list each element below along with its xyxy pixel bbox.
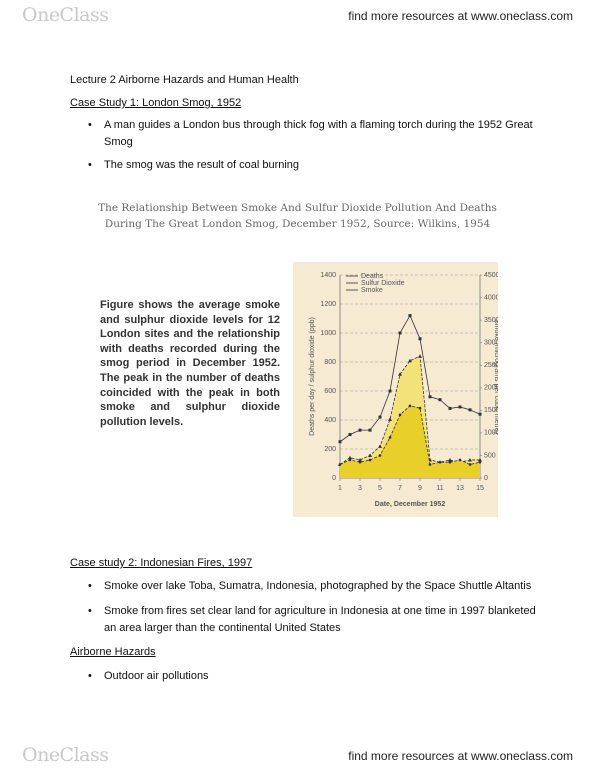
point (398, 331, 402, 335)
y2-tick-label: 2000 (484, 385, 498, 392)
point (398, 372, 402, 376)
header-link[interactable]: find more resources at www.oneclass.com (348, 9, 573, 23)
y2-tick-label: 4000 (484, 294, 498, 301)
y-tick-label: 1000 (320, 330, 336, 337)
point (338, 463, 342, 466)
y-tick-label: 0 (332, 475, 336, 482)
x-tick-label: 9 (418, 485, 422, 492)
point (478, 457, 482, 462)
x-axis-label: Date, December 1952 (375, 501, 446, 508)
point (378, 454, 382, 457)
point (428, 395, 432, 399)
point (448, 406, 452, 410)
figure-caption: Figure shows the average smoke and sulph… (100, 299, 280, 428)
point (408, 314, 412, 318)
bullet: Outdoor air pollutions (88, 668, 208, 685)
y2-tick-label: 2500 (484, 362, 498, 369)
point (468, 408, 472, 412)
y2-tick-label: 1000 (484, 430, 498, 437)
point (378, 415, 382, 419)
y-tick-label: 400 (324, 417, 336, 424)
x-tick-label: 5 (378, 485, 382, 492)
point (408, 358, 412, 363)
point (418, 354, 422, 358)
y-tick-label: 800 (324, 359, 336, 366)
point (338, 440, 342, 444)
point (368, 458, 372, 462)
point (388, 417, 392, 421)
x-tick-label: 13 (456, 485, 464, 492)
point (378, 444, 382, 448)
point (478, 412, 482, 416)
point (358, 457, 362, 462)
point (388, 389, 392, 393)
legend-label: Smoke (361, 287, 383, 294)
y-tick-label: 1400 (320, 272, 336, 279)
y2-tick-label: 3500 (484, 317, 498, 324)
y2-tick-label: 4500 (484, 272, 498, 279)
point (408, 404, 412, 408)
point (398, 413, 402, 417)
point (458, 405, 462, 409)
section-heading: Case study 2: Indonesian Fires, 1997 (70, 557, 253, 569)
chart: 0200400600800100012001400050010001500200… (293, 262, 498, 517)
y2-tick-label: 1500 (484, 407, 498, 414)
legend-label: Sulfur Dioxide (361, 280, 405, 287)
point (418, 337, 422, 341)
point (358, 460, 362, 464)
y2-axis-label: Smoke (micrograms per cubic metre) (493, 319, 498, 434)
point (458, 458, 462, 462)
bullet: A man guides a London bus through thick … (88, 117, 534, 151)
logo: OneClass (22, 744, 109, 766)
point (428, 463, 432, 466)
y-tick-label: 1200 (320, 301, 336, 308)
point (478, 460, 482, 464)
point (468, 457, 472, 462)
section-heading: Airborne Hazards (70, 646, 156, 658)
point (388, 436, 392, 439)
y-axis-label: Deaths per day / sulphur dioxide (ppb) (309, 317, 316, 436)
lecture-title: Lecture 2 Airborne Hazards and Human Hea… (70, 74, 299, 86)
legend-label: Deaths (361, 273, 384, 280)
y-tick-label: 200 (324, 446, 336, 453)
y-tick-label: 600 (324, 388, 336, 395)
point (448, 460, 452, 464)
footer-link[interactable]: find more resources at www.oneclass.com (348, 749, 573, 763)
point (348, 458, 352, 462)
point (348, 455, 352, 460)
point (368, 428, 372, 432)
bullet: Smoke over lake Toba, Sumatra, Indonesia… (88, 578, 544, 595)
point (448, 457, 452, 462)
x-tick-label: 7 (398, 485, 402, 492)
section-heading: Case Study 1: London Smog, 1952 (70, 97, 242, 109)
figure-title: The Relationship Between Smoke And Sulfu… (98, 202, 497, 214)
bullet: The smog was the result of coal burning (88, 157, 299, 174)
x-tick-label: 15 (476, 485, 484, 492)
logo: OneClass (22, 4, 109, 26)
figure-title: During The Great London Smog, December 1… (104, 218, 491, 230)
x-tick-label: 11 (436, 485, 443, 492)
bullet: Smoke from fires set clear land for agri… (88, 603, 544, 637)
point (348, 433, 352, 436)
y2-tick-label: 3000 (484, 340, 498, 347)
point (368, 453, 372, 457)
x-tick-label: 3 (358, 485, 362, 492)
x-tick-label: 1 (338, 485, 342, 492)
y2-tick-label: 0 (484, 475, 488, 482)
point (468, 463, 472, 466)
y2-tick-label: 500 (484, 452, 496, 459)
series-area (340, 405, 480, 478)
point (438, 460, 442, 464)
point (358, 428, 362, 432)
point (438, 398, 442, 402)
point (418, 406, 422, 410)
